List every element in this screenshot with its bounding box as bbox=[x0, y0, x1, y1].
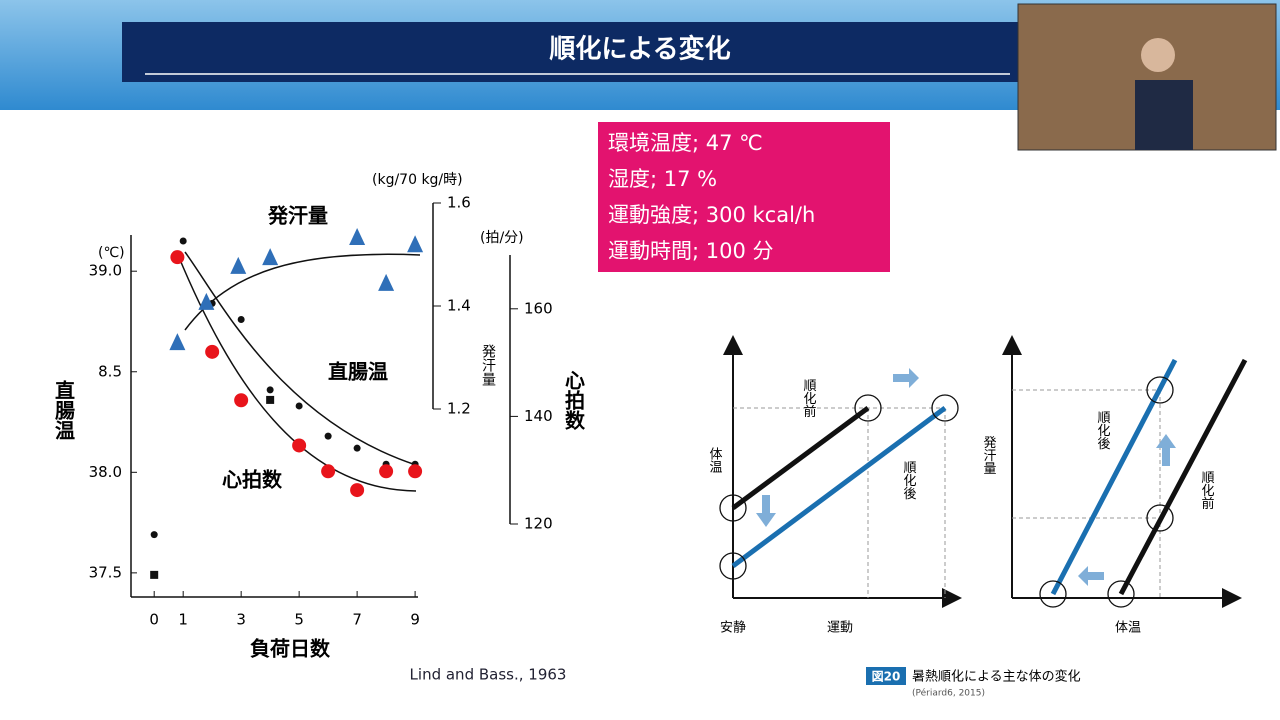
point bbox=[234, 393, 249, 408]
x-axis-label: 負荷日数 bbox=[250, 637, 331, 661]
conditions-box bbox=[598, 122, 890, 272]
point bbox=[170, 250, 185, 265]
x-tick-label: 0 bbox=[149, 611, 159, 629]
point bbox=[262, 248, 279, 266]
y2-tick-label: 1.2 bbox=[447, 400, 471, 418]
point bbox=[295, 402, 303, 410]
point bbox=[378, 273, 395, 291]
fit-curve bbox=[184, 253, 421, 331]
caption: 暑熱順化による主な体の変化 bbox=[912, 669, 1081, 685]
annotation: 直腸温 bbox=[328, 360, 388, 384]
point bbox=[350, 483, 365, 498]
diagram-label: 順化前 bbox=[1199, 471, 1215, 510]
y2-axis-label: 発汗量 bbox=[480, 344, 496, 386]
arrow bbox=[1078, 566, 1104, 586]
diagram-label: 体温 bbox=[707, 447, 723, 473]
point bbox=[324, 432, 332, 440]
diagram-label: 体温 bbox=[1115, 621, 1141, 636]
speaker-body bbox=[1135, 80, 1193, 150]
diagram-label: 順化後 bbox=[901, 461, 917, 500]
diagram-right bbox=[1002, 335, 1248, 608]
title-bar bbox=[122, 22, 1022, 82]
arrow bbox=[1156, 434, 1176, 466]
line-after bbox=[731, 405, 947, 569]
point bbox=[266, 395, 275, 404]
condition: 運動時間; 100 分 bbox=[608, 239, 774, 263]
point bbox=[150, 531, 158, 539]
point bbox=[408, 464, 423, 479]
point bbox=[198, 292, 215, 310]
point bbox=[230, 256, 247, 274]
arrow bbox=[756, 495, 776, 527]
annotation: 発汗量 bbox=[267, 204, 328, 228]
caption-badge bbox=[866, 667, 906, 685]
guide bbox=[733, 407, 946, 598]
source: Lind and Bass., 1963 bbox=[410, 666, 567, 684]
line-after bbox=[1050, 358, 1178, 596]
caption-badge-text: 図20 bbox=[872, 670, 901, 684]
chart: 発汗量 直腸温 心拍数 負荷日数 直腸温 (℃) 発汗量 (kg/70 kg/時… bbox=[52, 172, 586, 684]
y-tick-label: 8.5 bbox=[98, 362, 122, 380]
diagram-label: 順化後 bbox=[1095, 411, 1111, 450]
condition: 環境温度; 47 ℃ bbox=[608, 131, 763, 155]
y-tick-label: 37.5 bbox=[89, 563, 122, 581]
y-tick-label: 38.0 bbox=[89, 463, 122, 481]
point bbox=[379, 464, 394, 479]
y2-tick-label: 1.4 bbox=[447, 297, 471, 315]
line-before bbox=[1118, 358, 1248, 596]
line-before bbox=[731, 405, 870, 511]
point bbox=[321, 464, 336, 479]
x-tick-label: 5 bbox=[294, 611, 304, 629]
point bbox=[349, 228, 366, 246]
diagram-label: 運動 bbox=[827, 621, 853, 636]
x-tick-label: 3 bbox=[236, 611, 246, 629]
point bbox=[292, 438, 307, 453]
y3-tick-label: 160 bbox=[524, 299, 553, 317]
slide-title: 順化による変化 bbox=[549, 34, 730, 65]
speaker-head bbox=[1141, 38, 1175, 72]
diagram-label: 順化前 bbox=[801, 379, 817, 418]
y3-axis-label: 心拍数 bbox=[562, 370, 586, 431]
y3-tick-label: 120 bbox=[524, 515, 553, 533]
x-tick-label: 9 bbox=[410, 611, 420, 629]
point bbox=[169, 333, 186, 351]
point bbox=[237, 315, 245, 323]
x-tick-label: 7 bbox=[352, 611, 362, 629]
point bbox=[150, 570, 159, 579]
condition: 運動強度; 300 kcal/h bbox=[608, 203, 815, 227]
annotation: 心拍数 bbox=[222, 468, 283, 492]
fit-curve bbox=[184, 251, 417, 466]
y-tick-label: 39.0 bbox=[89, 262, 122, 280]
condition: 湿度; 17 % bbox=[608, 167, 717, 191]
point bbox=[266, 386, 274, 394]
x-tick-label: 1 bbox=[178, 611, 188, 629]
fit-curve bbox=[177, 254, 417, 492]
diagram-label: 安静 bbox=[720, 621, 746, 636]
point bbox=[407, 235, 424, 253]
guide bbox=[1012, 389, 1161, 598]
y-axis-label: 直腸温 bbox=[52, 379, 76, 440]
y3-axis-unit: (拍/分) bbox=[480, 230, 524, 246]
y2-tick-label: 1.6 bbox=[447, 194, 471, 212]
y3-tick-label: 140 bbox=[524, 407, 553, 425]
y2-axis-unit: (kg/70 kg/時) bbox=[372, 172, 463, 188]
arrow bbox=[893, 368, 919, 388]
point bbox=[205, 344, 220, 359]
diagram-label: 発汗量 bbox=[981, 436, 997, 475]
point bbox=[179, 237, 187, 245]
y-axis-unit: (℃) bbox=[98, 245, 125, 261]
diagram-left bbox=[719, 335, 962, 608]
point bbox=[353, 444, 361, 452]
caption-source: (Périard6, 2015) bbox=[912, 688, 985, 699]
